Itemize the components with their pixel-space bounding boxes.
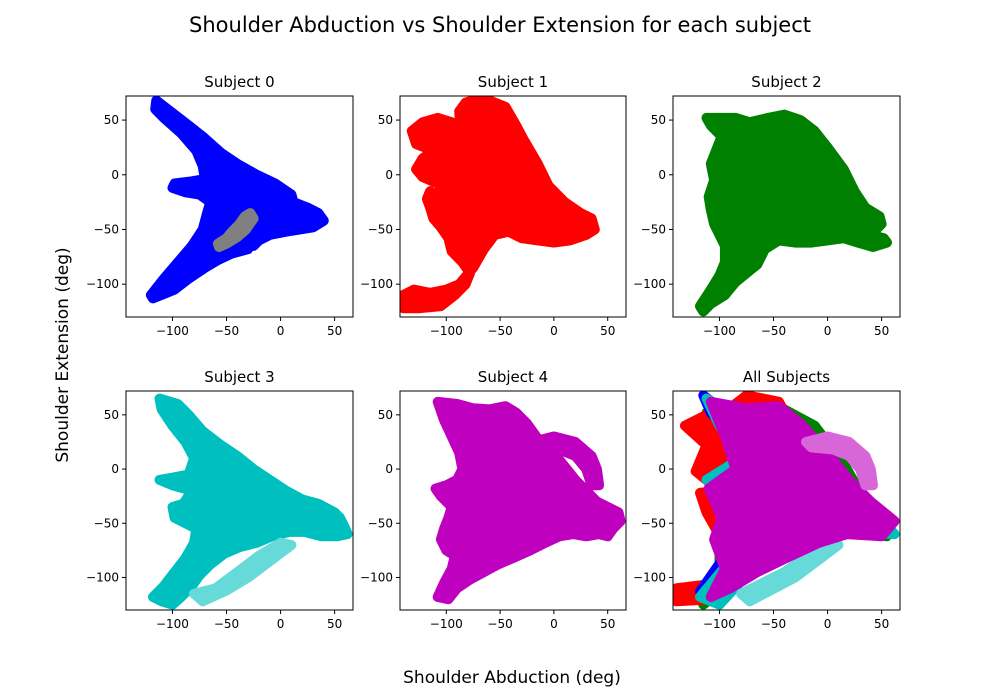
- subplot-title: Subject 4: [478, 368, 548, 386]
- plot-frame: [672, 95, 901, 318]
- scatter-cloud-series-1-0: [527, 431, 605, 491]
- x-tick-label: −100: [156, 324, 189, 338]
- scatter-cloud-series-4-0: [736, 537, 844, 607]
- subplot-1: −100 −50 0 50 −100 −50 0 50 Subject 1: [360, 73, 627, 338]
- subplot-title: Subject 3: [204, 368, 274, 386]
- plot-frame: [672, 390, 901, 611]
- y-tick-label: 50: [104, 113, 119, 127]
- scatter-cloud-series-0-0: [145, 96, 329, 304]
- subplot-3: −100 −50 0 50 −100 −50 0 50 Subject 3: [86, 368, 354, 631]
- subplot-0: −100 −50 0 50 −100 −50 0 50 Subject 0: [86, 73, 354, 338]
- x-tick-label: −50: [487, 324, 512, 338]
- scatter-cloud-series-1-0: [212, 208, 259, 252]
- y-tick-label: 50: [104, 408, 119, 422]
- plot-frame: [399, 95, 627, 318]
- figure-ylabel: Shoulder Extension (deg): [53, 247, 73, 462]
- y-tick-label: −100: [86, 570, 119, 584]
- subplot-title: Subject 2: [751, 73, 821, 91]
- x-tick-label: 50: [874, 617, 889, 631]
- y-tick-label: −100: [633, 277, 666, 291]
- subplot-4: −100 −50 0 50 −100 −50 0 50 Subject 4: [360, 368, 627, 631]
- y-tick-label: −50: [94, 516, 119, 530]
- y-tick-label: 0: [111, 462, 119, 476]
- x-tick-label: −50: [761, 324, 786, 338]
- figure-xlabel: Shoulder Abduction (deg): [403, 668, 621, 688]
- x-tick-label: −100: [430, 617, 463, 631]
- scatter-cloud-series-6-0: [801, 431, 878, 491]
- y-tick-label: 0: [658, 168, 666, 182]
- x-tick-label: −100: [430, 324, 463, 338]
- y-tick-label: −100: [633, 570, 666, 584]
- x-tick-label: −50: [214, 617, 239, 631]
- figure-title: Shoulder Abduction vs Shoulder Extension…: [189, 13, 811, 37]
- y-tick-label: 50: [378, 113, 393, 127]
- scatter-cloud-series-0-0: [695, 109, 892, 317]
- y-tick-label: −50: [641, 222, 666, 236]
- y-tick-label: 50: [378, 408, 393, 422]
- x-tick-label: −50: [214, 324, 239, 338]
- subplot-5: −100 −50 0 50 −100 −50 0 50 All Subjects: [633, 368, 901, 631]
- x-tick-label: 0: [550, 617, 558, 631]
- x-tick-label: 50: [874, 324, 889, 338]
- x-tick-label: 50: [327, 617, 342, 631]
- x-tick-label: 50: [600, 324, 615, 338]
- series-group: [400, 96, 600, 314]
- x-tick-label: 0: [277, 617, 285, 631]
- x-tick-label: −50: [761, 617, 786, 631]
- y-tick-label: −50: [94, 222, 119, 236]
- plot-frame: [125, 390, 354, 611]
- y-tick-label: −100: [86, 277, 119, 291]
- y-tick-label: 0: [658, 462, 666, 476]
- y-tick-label: 0: [385, 168, 393, 182]
- x-tick-label: −100: [703, 617, 736, 631]
- x-tick-label: −50: [487, 617, 512, 631]
- subplot-title: All Subjects: [743, 368, 830, 386]
- x-tick-label: −100: [703, 324, 736, 338]
- y-tick-label: 50: [651, 408, 666, 422]
- x-tick-label: 0: [824, 617, 832, 631]
- subplot-title: Subject 0: [204, 73, 274, 91]
- series-group: [148, 393, 353, 610]
- plot-frame: [125, 95, 354, 318]
- y-tick-label: 0: [385, 462, 393, 476]
- x-tick-label: 0: [277, 324, 285, 338]
- x-tick-label: 50: [327, 324, 342, 338]
- scatter-cloud-series-0-0: [148, 393, 353, 610]
- scatter-cloud-series-1-0: [189, 537, 297, 607]
- subplot-title: Subject 1: [478, 73, 548, 91]
- series-group: [695, 109, 892, 317]
- series-group: [430, 396, 626, 605]
- scatter-cloud-series-0-0: [400, 96, 600, 314]
- x-tick-label: −100: [156, 617, 189, 631]
- plot-frame: [399, 390, 627, 611]
- y-tick-label: −100: [360, 570, 393, 584]
- subplot-2: −100 −50 0 50 −100 −50 0 50 Subject 2: [633, 73, 901, 338]
- series-group: [145, 96, 329, 304]
- y-tick-label: −100: [360, 277, 393, 291]
- y-tick-label: −50: [368, 222, 393, 236]
- x-tick-label: 0: [824, 324, 832, 338]
- x-tick-label: 0: [550, 324, 558, 338]
- y-tick-label: −50: [368, 516, 393, 530]
- series-group: [673, 391, 900, 610]
- y-tick-label: −50: [641, 516, 666, 530]
- y-tick-label: 50: [651, 113, 666, 127]
- x-tick-label: 50: [600, 617, 615, 631]
- y-tick-label: 0: [111, 168, 119, 182]
